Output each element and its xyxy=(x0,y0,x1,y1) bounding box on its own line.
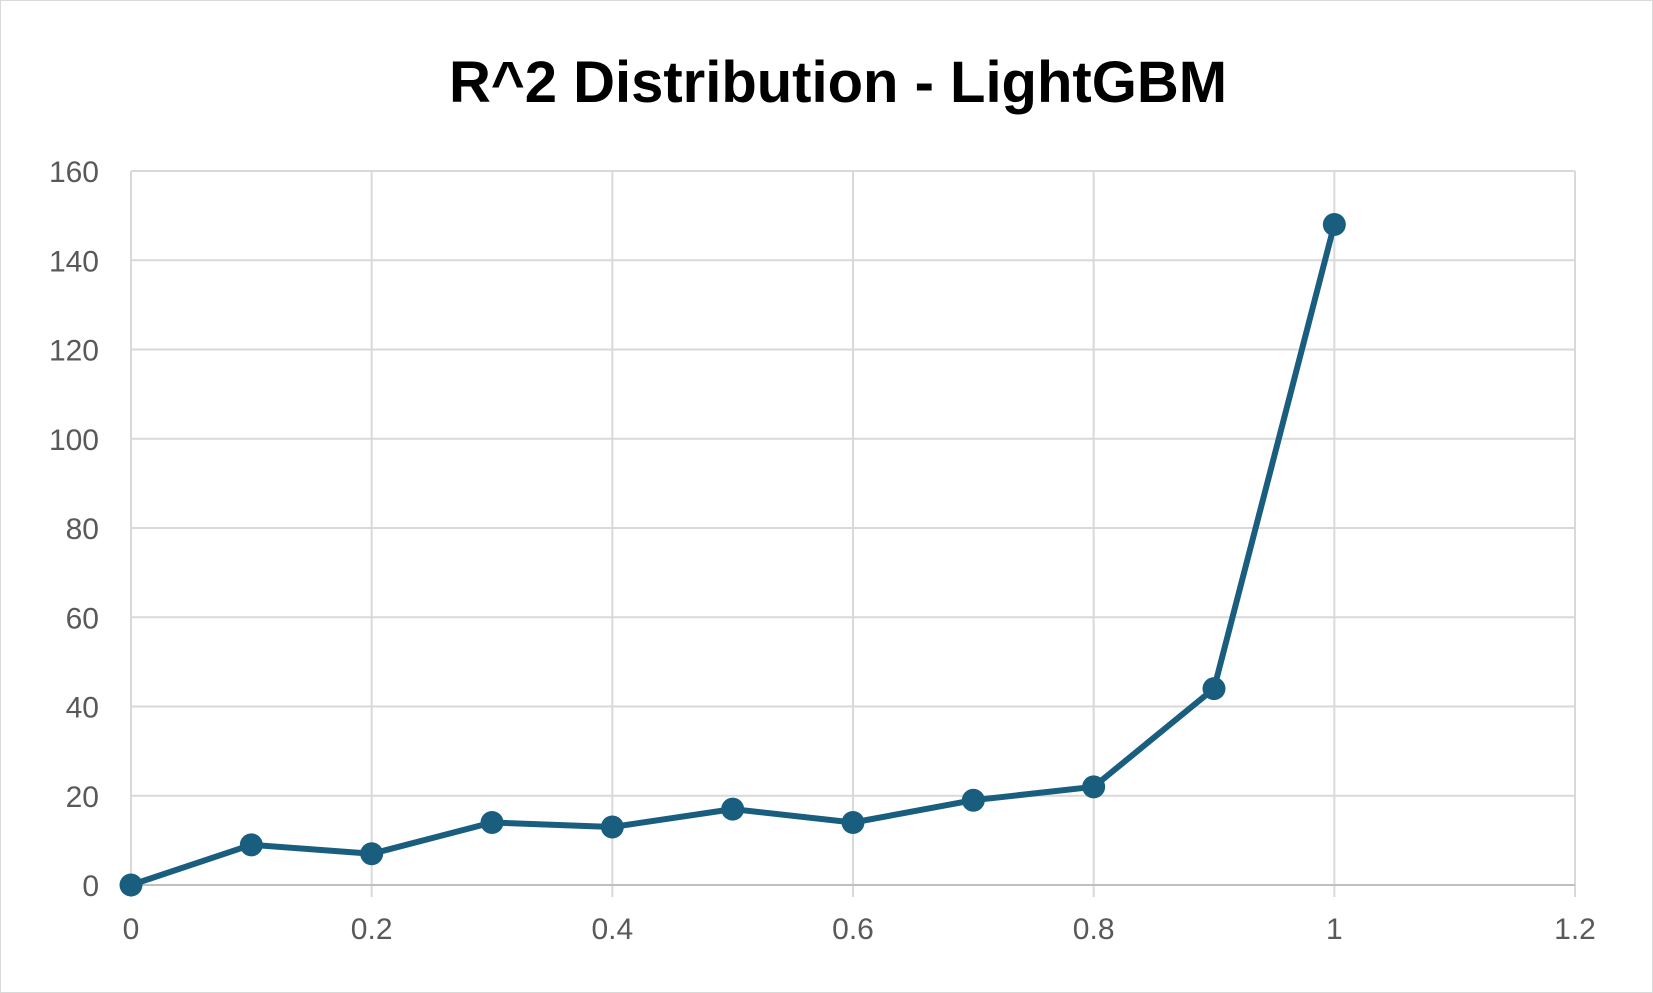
x-tick-label: 0.4 xyxy=(591,913,633,946)
y-tick-label: 100 xyxy=(49,424,99,457)
data-point xyxy=(1202,677,1226,701)
data-point xyxy=(1082,775,1106,799)
data-point xyxy=(1322,213,1346,237)
data-point xyxy=(721,797,745,821)
gridlines xyxy=(130,170,1576,897)
data-point xyxy=(360,842,384,866)
y-tick-label: 20 xyxy=(66,781,99,814)
x-tick-label: 1.2 xyxy=(1554,913,1596,946)
data-point xyxy=(239,833,263,857)
x-tick-label: 0.8 xyxy=(1073,913,1115,946)
y-tick-label: 0 xyxy=(82,870,99,903)
x-tick-label: 0.6 xyxy=(832,913,874,946)
y-tick-label: 140 xyxy=(49,245,99,278)
tick-labels: 0 20 40 60 80 100 120 140 160 0 0.2 0.4 0.6 0.8 1 1.2 xyxy=(49,156,1596,946)
y-tick-label: 80 xyxy=(66,513,99,546)
series-line-0 xyxy=(128,221,1338,888)
y-tick-label: 160 xyxy=(49,156,99,189)
x-tick-label: 1 xyxy=(1326,913,1343,946)
data-point xyxy=(480,811,504,835)
chart-title: R^2 Distribution - LightGBM xyxy=(449,50,1227,115)
x-tick-label: 0.2 xyxy=(351,913,393,946)
y-tick-label: 60 xyxy=(66,602,99,635)
series xyxy=(119,213,1346,897)
data-point xyxy=(961,788,985,812)
data-point xyxy=(841,811,865,835)
y-tick-label: 40 xyxy=(66,692,99,725)
data-point xyxy=(119,873,143,897)
x-tick-label: 0 xyxy=(123,913,140,946)
data-point xyxy=(600,815,624,839)
y-tick-label: 120 xyxy=(49,335,99,368)
